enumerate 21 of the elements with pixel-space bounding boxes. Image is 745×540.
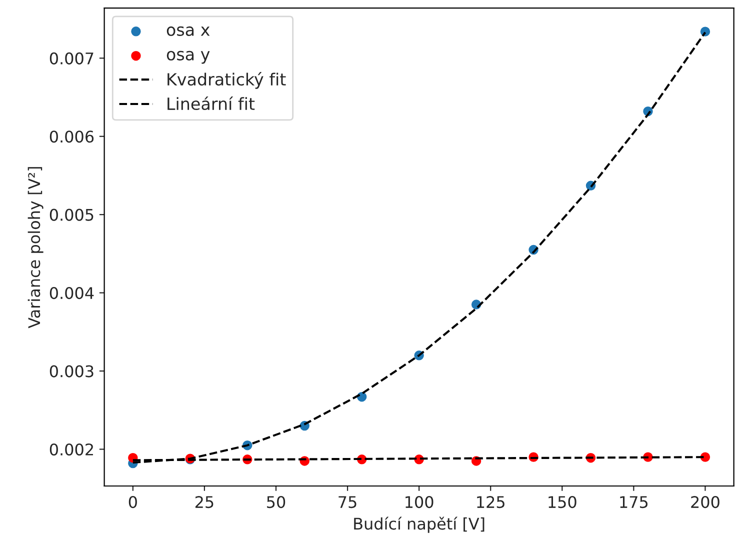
x-tick-label: 125 bbox=[477, 496, 504, 508]
y-tick-label: 0.003 bbox=[50, 365, 94, 378]
legend-label: osa x bbox=[166, 26, 210, 36]
x-tick-label: 25 bbox=[195, 496, 214, 508]
y-tick-label: 0.006 bbox=[50, 130, 94, 143]
y-tick-label: 0.004 bbox=[50, 287, 94, 300]
x-tick-label: 150 bbox=[548, 496, 576, 508]
y-tick-label: 0.005 bbox=[50, 208, 94, 221]
legend-label: osa y bbox=[166, 50, 210, 64]
y-axis-title: Variance polohy [V²] bbox=[28, 167, 44, 328]
x-tick-label: 75 bbox=[338, 496, 356, 508]
x-tick-label: 100 bbox=[406, 496, 434, 508]
y-tick-label: 0.002 bbox=[50, 443, 93, 456]
legend-label: Lineární fit bbox=[168, 96, 255, 110]
y-tick-label: 0.007 bbox=[50, 52, 94, 64]
x-tick-label: 175 bbox=[620, 496, 648, 508]
legend-label: Kvadratický fit bbox=[168, 72, 286, 89]
x-tick-label: 0 bbox=[128, 496, 137, 508]
x-tick-label: 200 bbox=[691, 496, 720, 508]
x-axis-title: Budící napětí [V] bbox=[354, 516, 484, 533]
x-tick-label: 50 bbox=[267, 496, 286, 508]
